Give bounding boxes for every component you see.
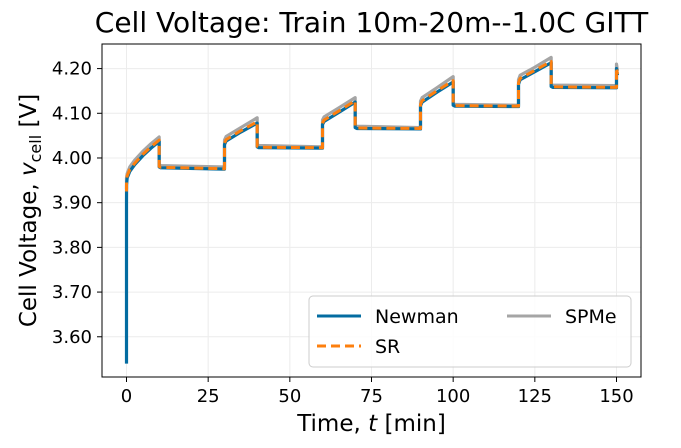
y-axis-label-var: v (16, 162, 42, 176)
legend-box (308, 295, 632, 368)
x-tick-label: 50 (278, 386, 301, 407)
series-layer (124, 55, 620, 364)
legend: Newman SPMe SR (308, 295, 632, 368)
x-axis-label-var: t (368, 411, 378, 437)
chart-title: Cell Voltage: Train 10m-20m--1.0C GITT (95, 6, 649, 39)
x-tick-label: 150 (599, 386, 633, 407)
series-line-sr (125, 59, 619, 192)
y-axis-label-prefix: Cell Voltage, (16, 176, 42, 327)
series-line-spme (124, 55, 620, 190)
x-axis-label-suffix: [min] (377, 411, 446, 437)
y-axis-label: Cell Voltage, vcell [V] (16, 94, 45, 327)
legend-label-sr: SR (375, 336, 400, 358)
x-axis-label-prefix: Time, (296, 411, 368, 437)
y-tick-label: 4.00 (52, 148, 92, 169)
y-tick-label: 3.80 (52, 237, 92, 258)
x-axis-label: Time, t [min] (296, 411, 446, 437)
x-tick-label: 25 (197, 386, 220, 407)
ticks: 0 25 50 75 100 125 150 3.60 3.70 3.80 3.90 4.00 4.10… (52, 59, 634, 407)
y-tick-label: 4.20 (52, 59, 92, 80)
x-tick-label: 0 (121, 386, 132, 407)
y-tick-label: 4.10 (52, 103, 92, 124)
y-tick-label: 3.70 (52, 282, 92, 303)
x-tick-label: 100 (436, 386, 470, 407)
y-tick-label: 3.90 (52, 193, 92, 214)
y-axis-label-subscript: cell (26, 135, 45, 163)
legend-label-newman: Newman (375, 306, 459, 328)
legend-label-spme: SPMe (565, 306, 617, 328)
x-tick-label: 125 (518, 386, 552, 407)
x-tick-label: 75 (360, 386, 383, 407)
y-axis-label-suffix: [V] (16, 94, 42, 135)
y-tick-label: 3.60 (52, 327, 92, 348)
